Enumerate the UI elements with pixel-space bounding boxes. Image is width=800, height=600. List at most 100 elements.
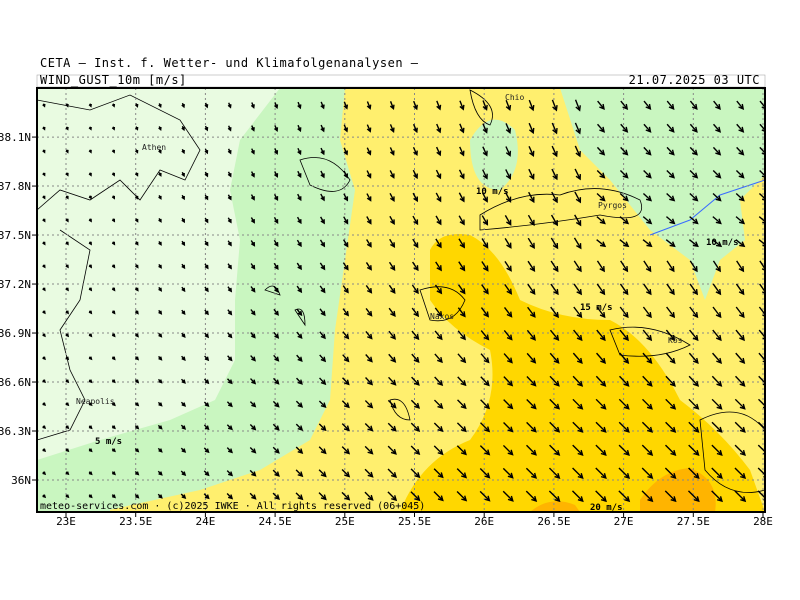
wind-arrow — [181, 194, 185, 201]
wind-arrow — [157, 447, 163, 453]
wind-arrow — [410, 399, 421, 409]
wind-arrow — [65, 241, 69, 246]
wind-arrow — [273, 216, 279, 224]
wind-arrow — [88, 218, 92, 223]
wind-arrow — [664, 490, 677, 503]
wind-arrow — [620, 260, 629, 273]
wind-arrow — [527, 237, 535, 250]
wind-arrow — [434, 376, 444, 387]
wind-arrow — [596, 193, 606, 202]
wind-arrow — [573, 329, 583, 342]
wind-arrow — [435, 215, 442, 226]
wind-arrow — [618, 490, 631, 503]
wind-arrow — [42, 310, 46, 315]
contour-label: 5 m/s — [95, 437, 122, 447]
wind-arrow — [712, 283, 722, 296]
wind-arrow — [387, 491, 398, 502]
wind-arrow — [204, 309, 209, 316]
wind-arrow — [88, 264, 93, 269]
wind-arrow — [712, 239, 723, 248]
wind-arrow — [643, 123, 652, 133]
wind-arrow — [619, 239, 630, 248]
wind-arrow — [482, 123, 488, 134]
wind-arrow — [111, 425, 116, 430]
wind-arrow — [250, 194, 255, 201]
place-label: Athen — [142, 143, 166, 152]
wind-arrow — [480, 307, 490, 318]
wind-arrow — [296, 285, 303, 294]
border — [649, 179, 765, 236]
lat-tick-label: 36.6N — [0, 376, 31, 389]
wind-arrow — [595, 398, 607, 410]
wind-arrow — [736, 100, 745, 111]
wind-arrow — [619, 375, 630, 387]
wind-arrow — [642, 193, 653, 202]
wind-arrow — [342, 331, 350, 340]
wind-arrow — [574, 191, 582, 204]
wind-arrow — [180, 470, 187, 476]
wind-arrow — [389, 215, 395, 225]
wind-arrow — [620, 123, 629, 133]
wind-arrow — [296, 377, 303, 385]
wind-arrow — [712, 193, 722, 202]
wind-arrow — [480, 330, 490, 341]
wind-arrow — [273, 285, 279, 293]
wind-arrow — [758, 306, 765, 317]
wind-arrow — [688, 398, 700, 410]
wind-arrow — [456, 422, 467, 433]
wind-arrow — [134, 471, 140, 476]
wind-arrow — [713, 100, 721, 111]
wind-arrow — [42, 494, 47, 499]
wind-arrow — [459, 146, 465, 157]
wind-arrow — [413, 100, 418, 111]
wind-arrow — [458, 238, 466, 249]
wind-arrow — [320, 170, 325, 179]
wind-arrow — [249, 424, 257, 431]
wind-arrow — [618, 398, 630, 410]
wind-arrow — [480, 353, 490, 364]
wind-arrow — [366, 101, 372, 110]
wind-arrow — [318, 492, 327, 501]
lon-tick-label: 24.5E — [259, 515, 292, 528]
wind-arrow — [364, 422, 374, 432]
wind-arrow — [735, 169, 745, 179]
wind-arrow — [434, 330, 443, 341]
wind-arrow — [111, 356, 116, 361]
wind-arrow — [42, 264, 46, 269]
wind-arrow — [526, 421, 537, 433]
wind-arrow — [227, 102, 232, 109]
wind-arrow — [528, 146, 535, 158]
wind-arrow — [456, 445, 467, 456]
wind-arrow — [503, 330, 513, 341]
wind-arrow — [272, 492, 280, 500]
wind-arrow — [88, 356, 93, 361]
wind-arrow — [273, 194, 279, 201]
wind-arrow — [712, 146, 722, 156]
wind-arrow — [389, 192, 395, 202]
lon-tick-label: 26.5E — [537, 515, 570, 528]
wind-arrow — [249, 401, 257, 408]
wind-arrow — [274, 125, 279, 132]
wind-arrow — [65, 287, 69, 292]
wind-arrow — [204, 171, 209, 178]
wind-arrow — [250, 148, 255, 155]
lat-tick-label: 38.1N — [0, 131, 31, 144]
wind-arrow — [457, 399, 467, 410]
wind-arrow — [364, 400, 374, 409]
wind-arrow — [387, 445, 397, 455]
wind-arrow — [504, 260, 512, 272]
wind-arrow — [158, 355, 163, 361]
wind-arrow — [410, 445, 421, 456]
wind-arrow — [88, 149, 92, 154]
wind-arrow — [342, 354, 350, 363]
wind-arrow — [735, 306, 745, 319]
wind-arrow — [42, 149, 46, 154]
lon-tick-label: 25E — [335, 515, 355, 528]
wind-arrow — [42, 241, 46, 246]
wind-arrow — [180, 447, 187, 453]
wind-arrow — [135, 218, 139, 223]
wind-arrow — [479, 490, 491, 502]
wind-arrow — [549, 421, 561, 433]
wind-arrow — [318, 469, 327, 478]
wind-arrow — [734, 398, 746, 410]
